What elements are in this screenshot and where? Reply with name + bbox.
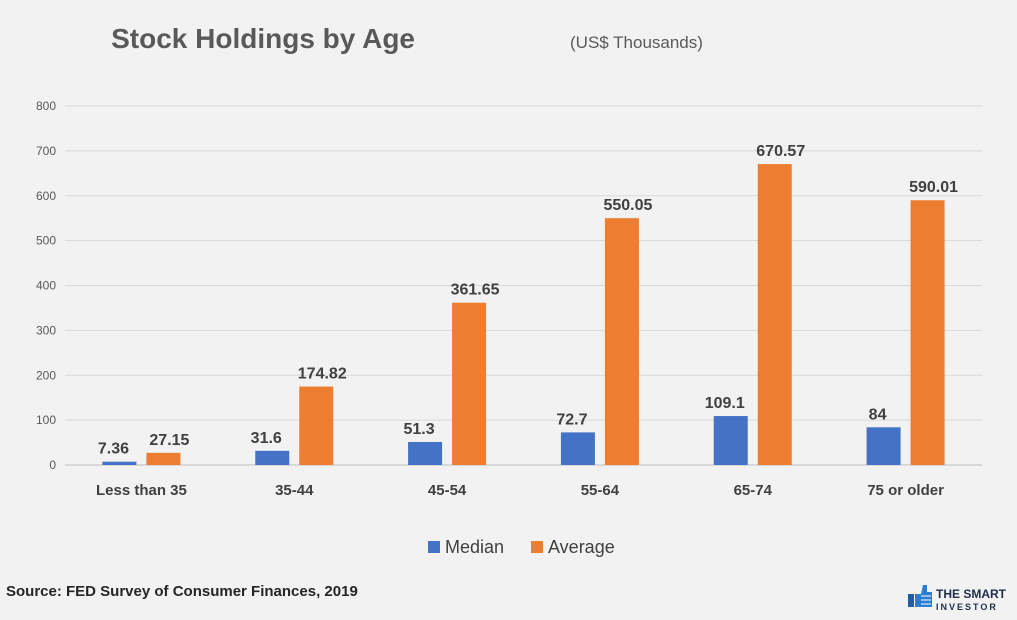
logo-line-2: INVESTOR [936, 602, 998, 612]
y-tick-label: 0 [49, 458, 56, 472]
x-tick-label: 65-74 [734, 482, 773, 499]
y-tick-label: 400 [36, 279, 56, 293]
y-axis-ticks: 0 100 200 300 400 500 600 700 800 [36, 99, 56, 472]
y-tick-label: 200 [36, 368, 56, 382]
data-label-average: 550.05 [603, 197, 652, 214]
bar-median-5 [866, 427, 901, 465]
y-tick-label: 800 [36, 99, 56, 113]
logo: THE SMART INVESTOR [908, 585, 1007, 612]
data-label-median: 51.3 [404, 421, 435, 438]
x-tick-label: 35-44 [275, 482, 314, 499]
data-label-average: 27.15 [149, 432, 189, 449]
y-tick-label: 300 [36, 323, 56, 337]
logo-line-1: THE SMART [936, 587, 1007, 601]
data-label-median: 31.6 [251, 430, 282, 447]
bar-average-2 [452, 302, 487, 465]
data-label-average: 361.65 [451, 282, 500, 299]
chart-title: Stock Holdings by Age [111, 23, 415, 54]
source-note: Source: FED Survey of Consumer Finances,… [6, 583, 358, 600]
bar-median-1 [255, 450, 290, 465]
gridlines [65, 105, 982, 466]
legend-swatch-median [428, 541, 440, 553]
bar-average-4 [757, 164, 792, 465]
bar-average-0 [146, 452, 181, 465]
data-label-median: 109.1 [705, 395, 745, 412]
y-tick-label: 100 [36, 413, 56, 427]
x-axis-ticks: Less than 35 35-44 45-54 55-64 65-74 75 or ol… [96, 482, 944, 499]
bar-average-3 [604, 218, 639, 465]
chart-subtitle: (US$ Thousands) [570, 33, 703, 52]
bar-median-0 [102, 461, 137, 465]
legend-label-average: Average [548, 537, 615, 557]
x-tick-label: 45-54 [428, 482, 467, 499]
data-label-average: 670.57 [756, 143, 805, 160]
thumbs-up-icon [908, 585, 932, 607]
legend-label-median: Median [445, 537, 504, 557]
legend-swatch-average [531, 541, 543, 553]
data-label-average: 174.82 [298, 366, 347, 383]
data-labels: 7.36 27.15 31.6 174.82 51.3 361.65 72.7 550.05 1… [98, 143, 958, 458]
data-label-median: 84 [869, 406, 887, 423]
x-tick-label: 55-64 [581, 482, 620, 499]
y-tick-label: 700 [36, 144, 56, 158]
y-tick-label: 600 [36, 189, 56, 203]
data-label-median: 7.36 [98, 441, 129, 458]
data-label-average: 590.01 [909, 179, 958, 196]
bar-median-2 [408, 441, 443, 465]
bar-median-4 [713, 416, 748, 465]
x-tick-label: Less than 35 [96, 482, 187, 499]
bars [102, 164, 945, 465]
bar-average-1 [299, 386, 334, 465]
bar-median-3 [560, 432, 595, 465]
y-tick-label: 500 [36, 234, 56, 248]
x-tick-label: 75 or older [867, 482, 944, 499]
bar-average-5 [910, 200, 945, 465]
data-label-median: 72.7 [556, 411, 587, 428]
legend: Median Average [428, 537, 615, 557]
